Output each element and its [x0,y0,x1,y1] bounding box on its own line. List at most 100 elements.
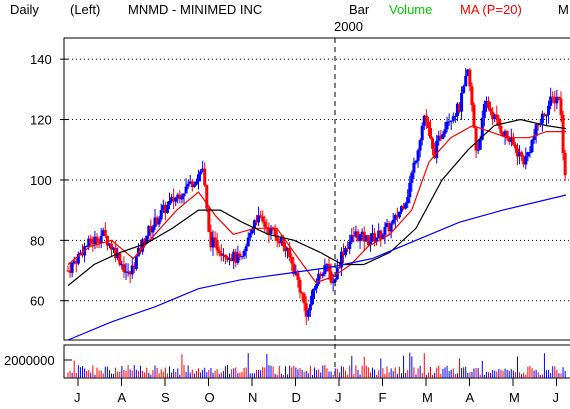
candle-body-120 [315,283,319,289]
candle-body-11 [89,238,93,244]
candle-body-154 [385,223,389,228]
candle-body-42 [153,217,157,227]
candle-body-61 [192,184,196,188]
candle-body-173 [424,115,428,122]
candle-body-26 [120,264,124,266]
candle-body-88 [248,233,252,238]
candle-body-231 [545,114,548,117]
volume-bars [67,352,566,378]
candle-body-55 [180,196,184,200]
candle-body-202 [484,101,488,104]
candle-body-105 [284,246,287,252]
candle-body-81 [234,251,238,263]
candle-body-82 [236,253,240,263]
candle-body-206 [493,114,497,120]
month-label-5: D [292,390,301,405]
candle-body-149 [375,238,379,242]
candle-body-80 [232,251,236,262]
candle-body-56 [182,193,186,197]
candle-body-151 [379,230,383,240]
candle-body-192 [464,75,468,87]
candle-body-236 [555,96,559,104]
candle-body-109 [292,263,296,275]
ma-line-1 [67,118,567,287]
candle-body-145 [366,235,370,246]
candle-body-138 [352,235,356,237]
ma-line-0 [67,124,567,284]
candle-body-167 [412,162,416,173]
candle-body-148 [373,233,377,242]
month-label-4: N [248,390,257,405]
candle-body-212 [505,131,509,139]
candle-body-112 [298,279,302,293]
tick-label-100: 100 [30,173,52,188]
candle-body-213 [507,138,511,142]
candle-body-91 [255,220,258,223]
candle-body-207 [495,114,499,119]
candle-body-30 [128,271,132,275]
candle-body-188 [455,103,459,116]
candle-body-180 [439,135,443,139]
month-label-0: J [74,390,81,405]
candle-body-38 [145,235,149,244]
candle-body-53 [176,194,180,199]
candle-body-132 [339,251,343,268]
candle-body-47 [163,205,167,213]
candle-body-168 [414,160,418,163]
candle-body-185 [449,120,453,122]
candle-body-193 [466,69,470,76]
month-label-3: O [205,390,215,405]
candle-body-121 [317,273,321,284]
candle-body-79 [230,258,234,262]
candle-body-92 [257,215,261,223]
candle-body-184 [447,121,451,123]
candle-body-49 [168,201,171,205]
candle-body-194 [468,69,472,87]
candle-body-214 [509,137,513,142]
candle-body-190 [460,92,464,112]
candle-body-160 [397,211,401,218]
candle-body-183 [445,121,449,130]
candle-body-209 [499,125,503,133]
candle-body-176 [431,138,435,149]
candle-body-220 [522,156,526,165]
candle-body-107 [288,248,292,258]
ma-legend-truncated: M [558,2,569,17]
candle-body-46 [161,205,165,211]
volume-axis-label: 2000000 [4,353,55,368]
candle-body-234 [551,96,555,98]
candle-body-223 [528,152,532,154]
candle-body-67 [205,185,209,209]
candle-body-28 [124,271,128,273]
month-label-1: A [118,390,127,405]
candle-body-142 [360,231,364,235]
candle-body-165 [408,182,412,197]
price-candles [66,68,567,326]
month-label-7: F [379,390,387,405]
candle-body-177 [433,148,437,158]
candle-body-5 [76,254,80,264]
candle-body-19 [105,235,109,246]
candle-body-195 [470,86,474,105]
candle-body-118 [310,290,314,305]
candle-body-78 [228,258,232,260]
candle-body-129 [333,279,337,283]
candle-body-84 [240,256,244,258]
candle-body-224 [530,139,534,153]
candle-body-134 [344,248,348,256]
candle-body-217 [516,148,519,157]
candle-body-108 [290,257,294,264]
candle-body-71 [213,237,217,240]
candle-body-155 [387,223,391,232]
tick-label-80: 80 [30,233,44,248]
candle-body-110 [294,273,298,275]
candle-body-45 [159,210,163,220]
candle-body-64 [199,171,203,175]
candle-body-66 [203,168,207,186]
volume-legend: Volume [389,2,432,17]
month-label-2: S [161,390,170,405]
candle-body-29 [126,271,130,273]
price-grid [64,58,570,302]
candle-body-232 [547,105,551,115]
candle-body-237 [557,96,561,99]
